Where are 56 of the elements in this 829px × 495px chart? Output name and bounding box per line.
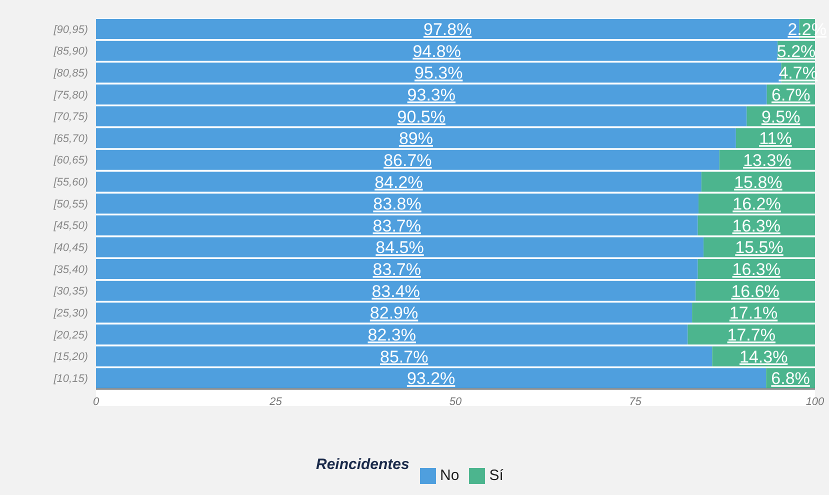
y-tick-label: [60,65) — [52, 154, 88, 167]
data-label: 16.3% — [732, 216, 781, 236]
data-label: 6.7% — [772, 85, 810, 104]
data-label: 83.4% — [372, 282, 420, 301]
data-label: 82.3% — [368, 326, 416, 345]
data-label: 16.6% — [731, 282, 780, 301]
data-label: 83.8% — [373, 194, 422, 214]
data-label: 84.5% — [376, 238, 424, 258]
y-tick-label: [90,95) — [52, 24, 88, 36]
y-tick-label: [65,70) — [52, 132, 88, 145]
y-tick-label: [80,85) — [52, 67, 88, 80]
data-label: 82.9% — [370, 304, 418, 323]
x-tick-label: 75 — [629, 396, 642, 408]
y-tick-label: [50,55) — [52, 198, 88, 210]
data-label: 94.8% — [412, 42, 461, 61]
x-tick-label: 25 — [268, 396, 283, 408]
y-tick-label: [10,15) — [52, 372, 88, 385]
data-label: 6.8% — [771, 369, 810, 388]
data-label: 84.2% — [374, 172, 423, 192]
legend-label: Sí — [489, 466, 504, 484]
y-tick-label: [40,45) — [52, 242, 88, 254]
y-tick-label: [20,25) — [52, 329, 88, 342]
y-tick-label: [15,20) — [52, 351, 88, 364]
y-tick-label: [45,50) — [52, 220, 88, 232]
data-label: 16.3% — [732, 260, 781, 280]
y-tick-label: [70,75) — [52, 111, 88, 124]
data-label: 17.1% — [729, 304, 778, 323]
data-label: 9.5% — [761, 107, 800, 126]
y-tick-label: [85,90) — [52, 46, 88, 58]
y-tick-label: [30,35) — [52, 286, 88, 298]
x-tick-label: 50 — [449, 396, 462, 408]
data-label: 14.3% — [739, 347, 788, 366]
data-label: 15.5% — [735, 238, 784, 258]
y-tick-label: [35,40) — [52, 264, 88, 276]
legend-title: Reincidentes — [316, 456, 410, 473]
y-tick-label: [75,80) — [52, 89, 88, 102]
data-label: 11% — [759, 129, 792, 148]
legend-label: No — [440, 466, 460, 484]
data-label: 93.2% — [406, 369, 456, 388]
data-label: 93.3% — [407, 85, 456, 104]
data-label: 16.2% — [732, 194, 781, 214]
data-label: 95.3% — [414, 64, 463, 83]
data-label: 83.7% — [372, 260, 422, 280]
data-label: 85.7% — [380, 347, 428, 366]
x-tick-label: 0 — [92, 396, 100, 408]
data-label: 15.8% — [734, 172, 782, 192]
data-label: 83.7% — [372, 216, 422, 236]
x-tick-label: 100 — [806, 396, 826, 408]
y-tick-label: [55,60) — [52, 176, 88, 189]
data-label: 97.8% — [423, 20, 472, 39]
data-label: 13.3% — [743, 150, 792, 170]
data-label: 89% — [398, 129, 433, 148]
data-label: 86.7% — [384, 150, 432, 170]
data-label: 17.7% — [727, 326, 776, 345]
data-label: 90.5% — [397, 107, 446, 126]
y-tick-label: [25,30) — [52, 308, 88, 320]
